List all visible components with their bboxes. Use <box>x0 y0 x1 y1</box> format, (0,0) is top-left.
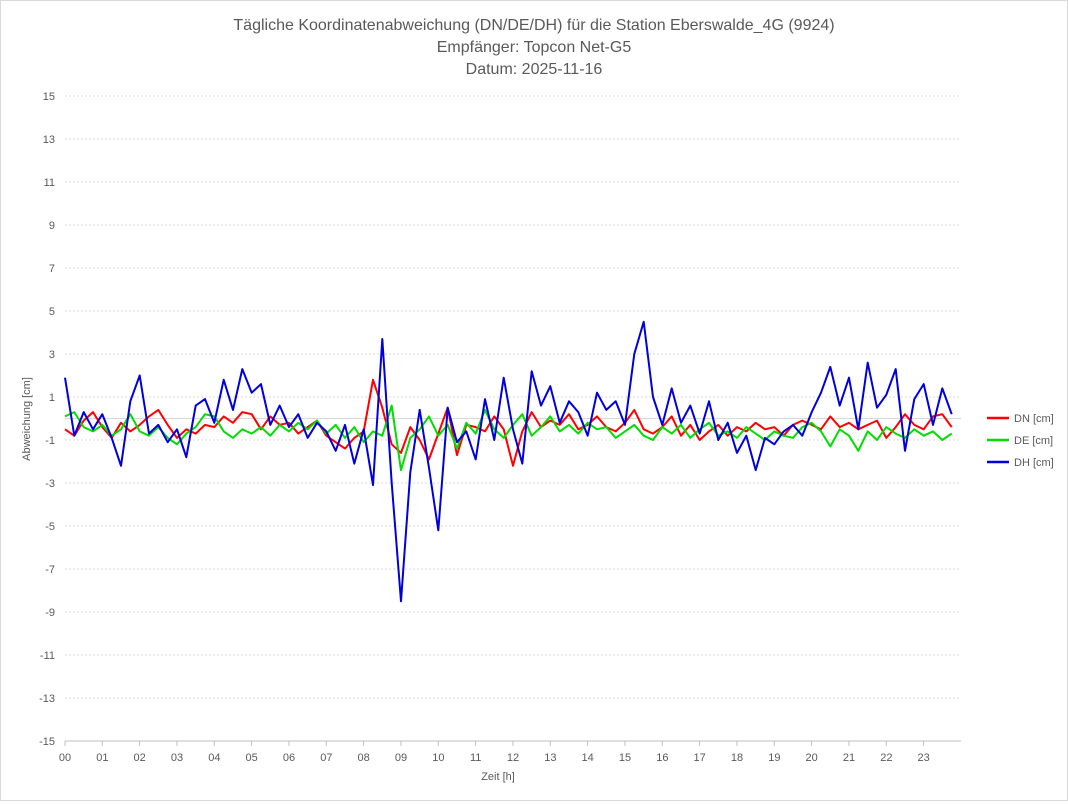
y-tick-label: 1 <box>49 392 55 404</box>
y-tick-label: 3 <box>49 349 55 361</box>
x-tick-label: 03 <box>171 752 183 764</box>
x-tick-label: 06 <box>283 752 295 764</box>
y-tick-label: 13 <box>43 134 55 146</box>
x-tick-label: 23 <box>918 752 930 764</box>
y-tick-label: 9 <box>49 220 55 232</box>
y-tick-label: 7 <box>49 263 55 275</box>
y-tick-label: -13 <box>39 693 55 705</box>
series-line-de <box>64 404 953 472</box>
x-tick-label: 14 <box>582 752 594 764</box>
legend-item-de: DE [cm] <box>987 435 1053 447</box>
legend-item-dn: DN [cm] <box>987 413 1054 425</box>
legend-label: DN [cm] <box>1014 413 1054 425</box>
chart-subtitle-date: Datum: 2025-11-16 <box>466 61 603 78</box>
series-line-dh <box>64 320 953 603</box>
x-tick-label: 16 <box>656 752 668 764</box>
x-axis-label: Zeit [h] <box>481 771 515 783</box>
y-tick-label: -7 <box>45 564 55 576</box>
x-tick-label: 04 <box>208 752 220 764</box>
x-tick-label: 22 <box>880 752 892 764</box>
x-tick-label: 08 <box>358 752 370 764</box>
y-tick-label: -11 <box>40 650 55 662</box>
x-tick-label: 19 <box>768 752 780 764</box>
y-tick-label: 5 <box>49 306 55 318</box>
x-tick-label: 21 <box>843 752 855 764</box>
x-tick-label: 18 <box>731 752 743 764</box>
x-tick-label: 12 <box>507 752 519 764</box>
x-tick-label: 17 <box>694 752 706 764</box>
x-tick-label: 09 <box>395 752 407 764</box>
y-tick-label: -9 <box>45 607 55 619</box>
legend-item-dh: DH [cm] <box>987 457 1054 469</box>
x-tick-label: 10 <box>432 752 444 764</box>
x-axis-ticks: 00 01 02 03 04 05 06 07 08 09 10 11 12 13 14 15 16 17 18 19… <box>59 741 930 764</box>
x-tick-label: 20 <box>806 752 818 764</box>
y-tick-label: -5 <box>45 521 55 533</box>
chart-title: Tägliche Koordinatenabweichung (DN/DE/DH… <box>233 17 834 34</box>
gridlines <box>65 95 961 742</box>
y-tick-label: 15 <box>43 91 55 103</box>
y-axis-ticks: 15 13 11 9 7 5 3 1 -1 -3 -5 -7 -9 -11 -13 -15 <box>39 91 55 748</box>
y-axis-label: Abweichung [cm] <box>21 377 33 461</box>
legend-label: DE [cm] <box>1014 435 1053 447</box>
x-tick-label: 13 <box>544 752 556 764</box>
legend: DN [cm] DE [cm] DH [cm] <box>987 413 1054 469</box>
x-tick-label: 01 <box>96 752 108 764</box>
series-line-dn <box>64 378 953 467</box>
series-lines <box>64 320 953 603</box>
legend-label: DH [cm] <box>1014 457 1054 469</box>
y-tick-label: -3 <box>45 478 55 490</box>
y-tick-label: -1 <box>45 435 55 447</box>
x-tick-label: 05 <box>246 752 258 764</box>
x-tick-label: 00 <box>59 752 71 764</box>
x-tick-label: 11 <box>470 752 481 764</box>
x-tick-label: 15 <box>619 752 631 764</box>
y-tick-label: 11 <box>44 177 55 189</box>
x-tick-label: 02 <box>134 752 146 764</box>
y-tick-label: -15 <box>39 736 55 748</box>
x-tick-label: 07 <box>320 752 332 764</box>
chart-subtitle-receiver: Empfänger: Topcon Net-G5 <box>437 39 632 56</box>
